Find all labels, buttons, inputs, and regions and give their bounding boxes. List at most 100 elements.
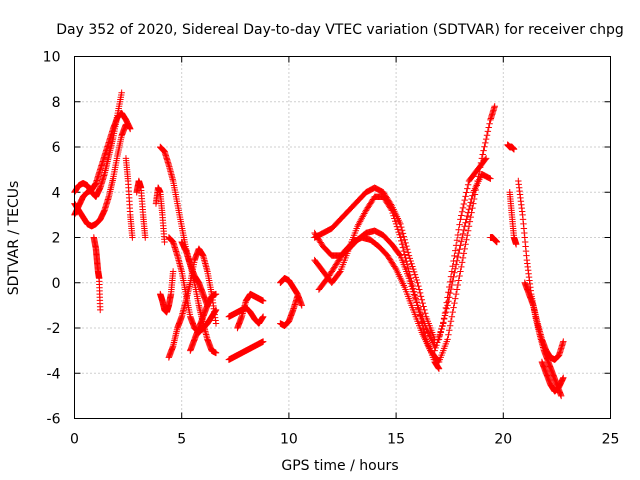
y-tick-label: 10 [43,50,61,66]
series-s2 [71,89,125,200]
data-point [413,299,420,306]
series-s26 [487,234,501,246]
data-point [405,275,413,282]
series-s4 [90,234,104,314]
data-point [395,228,402,236]
data-point [483,132,491,139]
data-point [97,306,104,314]
data-point [259,297,267,305]
data-point [422,310,429,317]
data-point [435,365,443,372]
data-point [414,279,421,286]
data-point [451,299,458,307]
data-point [403,242,410,250]
data-point [482,135,490,143]
data-point [394,226,402,233]
data-point [460,226,468,234]
data-point [486,120,493,127]
data-point [399,230,407,237]
series-s16 [234,290,267,332]
data-point [456,246,463,253]
y-tick-label: 6 [52,140,61,156]
x-axis-label: GPS time / hours [281,458,398,474]
data-point [409,263,416,270]
series-s12 [178,238,220,357]
data-point [412,274,420,281]
data-point [411,294,419,301]
data-point [458,208,466,215]
data-point [412,296,420,304]
data-point [399,244,407,251]
x-tick-label: 5 [177,432,186,448]
data-point [455,277,462,284]
data-point [482,139,489,147]
series-s24 [431,155,490,354]
data-point [456,221,463,228]
data-point [398,227,406,234]
y-tick-label: 4 [52,185,61,201]
y-tick-label: 0 [52,276,61,292]
data-point [462,219,469,226]
data-point [397,220,404,228]
data-point [410,265,417,273]
data-point [442,308,450,316]
data-point [416,289,424,297]
data-point [259,313,267,320]
y-tick-label: 2 [52,231,61,247]
data-point [480,147,487,154]
y-axis-label: SDTVAR / TECUs [6,181,22,296]
data-point [447,318,455,325]
x-tick-label: 15 [387,432,405,448]
axis-ticks: 0 5 10 15 20 25 -6 -4 -2 0 2 4 6 8 10 [43,50,620,448]
data-point [404,246,411,253]
data-point [460,200,468,208]
data-point [420,303,427,310]
data-point [416,286,423,293]
data-point [212,320,220,327]
data-point [418,296,426,303]
data-point [401,236,408,243]
data-point [397,234,404,241]
data-point [142,234,149,241]
series-s20 [311,184,438,343]
data-point [445,331,452,338]
data-point [398,237,405,245]
y-tick-label: -6 [47,412,61,428]
data-point [415,282,422,290]
data-point [402,239,409,247]
data-point [417,293,425,300]
chart-title: Day 352 of 2020, Sidereal Day-to-day VTE… [56,22,624,38]
data-point [409,285,416,293]
data-points [71,89,567,400]
series-s30 [521,279,567,363]
data-point [484,128,492,135]
data-point [122,121,130,128]
data-point [452,290,460,298]
data-point [464,212,471,220]
data-point [410,268,418,276]
data-point [405,252,413,259]
data-point [410,288,417,295]
data-point [440,319,447,326]
data-point [459,230,467,238]
data-point [462,193,469,200]
data-point [464,227,472,234]
x-tick-label: 0 [70,432,79,448]
data-point [457,216,464,223]
data-point [396,251,403,258]
data-point [449,308,456,316]
series-s22 [315,234,443,366]
data-point [406,255,414,262]
data-point [259,338,267,345]
data-point [461,196,468,204]
data-point [169,268,177,275]
data-point [118,89,125,96]
data-point [413,276,420,284]
data-point [400,247,408,255]
data-point [485,124,492,131]
data-point [298,302,305,309]
data-point [446,322,454,329]
y-tick-label: -4 [47,366,61,382]
data-point [443,305,450,312]
data-point [396,231,403,238]
